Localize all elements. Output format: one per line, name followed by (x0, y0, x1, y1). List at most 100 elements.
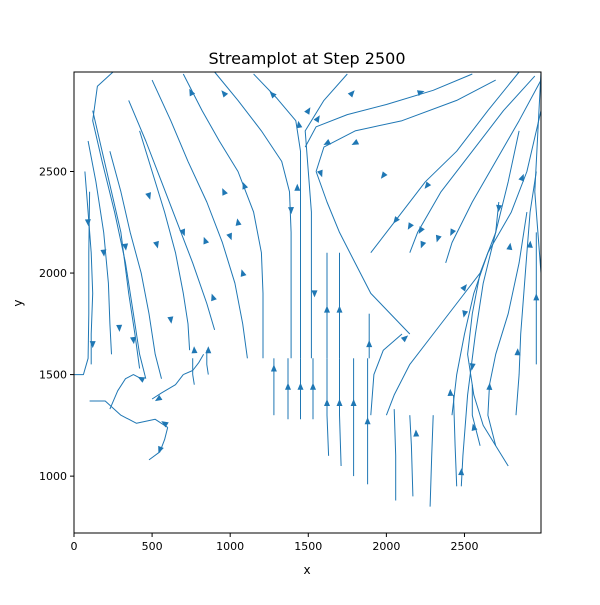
arrowhead-53 (324, 399, 330, 406)
arrowhead-2 (221, 90, 229, 98)
arrowhead-26 (311, 290, 318, 298)
arrowhead-66 (158, 445, 164, 454)
arrowhead-59 (393, 216, 400, 224)
arrowhead-6 (269, 91, 277, 99)
y-tick-label-2: 2000 (39, 267, 67, 280)
streamline-0 (92, 71, 147, 379)
axes-frame (73, 71, 542, 534)
arrowhead-45 (514, 348, 521, 356)
arrowhead-58 (424, 181, 432, 189)
streamline-35 (326, 358, 330, 456)
arrowhead-0 (347, 90, 355, 98)
streamline-15 (315, 171, 411, 335)
arrowhead-20 (130, 336, 136, 345)
arrowhead-4 (313, 115, 320, 123)
x-tick-label-5: 2500 (450, 540, 478, 553)
arrowhead-11 (179, 228, 186, 237)
streamline-11 (253, 73, 301, 359)
arrowhead-47 (458, 468, 465, 476)
streamline-49 (192, 358, 195, 385)
arrowhead-28 (336, 305, 343, 313)
x-tick-label-1: 500 (142, 540, 163, 553)
arrowhead-68 (205, 346, 212, 354)
streamline-3 (84, 171, 94, 365)
arrowhead-69 (226, 232, 232, 241)
x-tick-label-3: 1500 (294, 540, 322, 553)
arrowhead-10 (222, 188, 228, 196)
arrowhead-70 (145, 192, 151, 200)
streamline-10 (214, 71, 292, 359)
streamline-8 (109, 151, 162, 379)
arrowhead-3 (416, 90, 425, 97)
arrowhead-32 (407, 222, 414, 230)
arrowhead-60 (380, 171, 388, 179)
streamline-19 (451, 110, 542, 416)
x-tick-label-4: 2000 (372, 540, 400, 553)
streamline-1 (92, 110, 141, 369)
arrowhead-49 (270, 364, 277, 372)
arrowhead-56 (364, 417, 371, 425)
arrowhead-34 (420, 240, 427, 249)
streamline-45 (89, 400, 168, 428)
streamline-9 (182, 73, 264, 359)
arrowhead-51 (297, 382, 304, 390)
arrowhead-52 (310, 382, 316, 390)
streamline-40 (409, 415, 414, 497)
x-tick-label-2: 1000 (216, 540, 244, 553)
arrowhead-1 (304, 107, 311, 115)
arrowhead-24 (287, 206, 294, 215)
arrowhead-41 (496, 204, 503, 213)
x-axis-ticks: 0 500 1000 1500 2000 2500 (71, 533, 478, 553)
streamline-4 (74, 191, 91, 376)
arrowheads-group (84, 88, 540, 476)
arrowhead-23 (240, 269, 247, 277)
arrowhead-16 (84, 219, 91, 227)
y-axis-ticks: 1000 1500 2000 2500 (39, 166, 74, 483)
arrowhead-65 (161, 421, 169, 428)
arrowhead-57 (486, 382, 493, 390)
y-tick-label-1: 1500 (39, 369, 67, 382)
arrowhead-25 (316, 169, 323, 178)
streamline-41 (429, 415, 434, 507)
streamline-44 (109, 374, 142, 410)
streamline-23 (487, 212, 528, 467)
arrowhead-37 (462, 310, 469, 318)
chart-title: Streamplot at Step 2500 (208, 49, 405, 68)
arrowhead-22 (211, 293, 217, 302)
streamline-5 (128, 100, 216, 331)
arrowhead-21 (167, 316, 174, 324)
arrowhead-27 (324, 305, 330, 313)
arrowhead-55 (350, 399, 357, 406)
streamline-48 (183, 354, 205, 376)
arrowhead-8 (294, 183, 301, 191)
arrowhead-19 (89, 341, 96, 349)
streamline-17 (409, 75, 536, 253)
streamline-6 (151, 79, 248, 359)
y-tick-label-3: 2500 (39, 166, 67, 179)
streamline-50 (206, 350, 209, 375)
streamline-2 (87, 140, 112, 355)
arrowhead-17 (100, 249, 107, 257)
arrowhead-13 (203, 236, 210, 245)
arrowhead-64 (154, 394, 163, 402)
streamline-47 (151, 374, 184, 400)
arrowhead-7 (189, 88, 196, 97)
arrowhead-44 (533, 293, 540, 301)
y-axis-label: y (11, 299, 25, 306)
arrowhead-61 (351, 139, 360, 145)
streamline-12 (304, 73, 348, 359)
x-tick-label-0: 0 (71, 540, 78, 553)
arrowhead-12 (235, 218, 242, 226)
arrowhead-48 (413, 429, 420, 437)
arrowhead-36 (460, 284, 467, 292)
streamline-46 (148, 427, 169, 461)
streamline-18 (445, 79, 542, 264)
streamline-21 (515, 171, 537, 416)
streamline-20 (460, 130, 520, 487)
arrowhead-39 (447, 388, 454, 396)
streamline-16 (370, 71, 520, 254)
streamline-24 (467, 273, 497, 446)
streamline-7 (139, 130, 191, 351)
arrowhead-43 (506, 242, 513, 251)
